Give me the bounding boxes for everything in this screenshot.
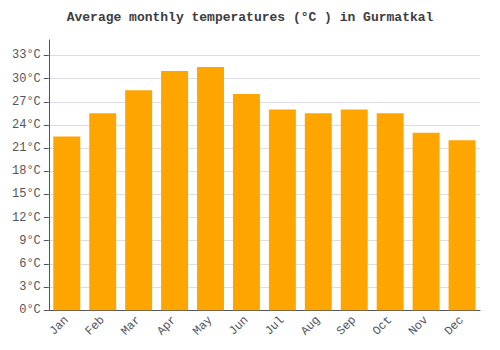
svg-text:3°C: 3°C: [19, 280, 41, 294]
svg-text:Apr: Apr: [154, 313, 179, 338]
svg-text:33°C: 33°C: [12, 48, 41, 62]
svg-text:27°C: 27°C: [12, 95, 41, 109]
svg-text:Jul: Jul: [262, 313, 287, 338]
svg-text:21°C: 21°C: [12, 141, 41, 155]
svg-text:Sep: Sep: [334, 313, 359, 338]
svg-text:30°C: 30°C: [12, 72, 41, 86]
svg-text:Jun: Jun: [226, 313, 251, 338]
svg-text:24°C: 24°C: [12, 118, 41, 132]
svg-text:9°C: 9°C: [19, 234, 41, 248]
svg-text:15°C: 15°C: [12, 187, 41, 201]
svg-text:Average monthly temperatures (: Average monthly temperatures (°C ) in Gu…: [67, 10, 434, 25]
svg-text:12°C: 12°C: [12, 211, 41, 225]
svg-text:18°C: 18°C: [12, 164, 41, 178]
svg-text:6°C: 6°C: [19, 257, 41, 271]
svg-text:Oct: Oct: [370, 313, 395, 338]
svg-text:Feb: Feb: [82, 313, 107, 338]
svg-text:Mar: Mar: [118, 313, 143, 338]
svg-text:Nov: Nov: [406, 313, 431, 338]
svg-text:Jan: Jan: [47, 313, 72, 338]
svg-text:May: May: [190, 313, 215, 338]
svg-text:Aug: Aug: [298, 313, 323, 338]
svg-text:Dec: Dec: [442, 313, 467, 338]
svg-text:0°C: 0°C: [19, 303, 41, 317]
